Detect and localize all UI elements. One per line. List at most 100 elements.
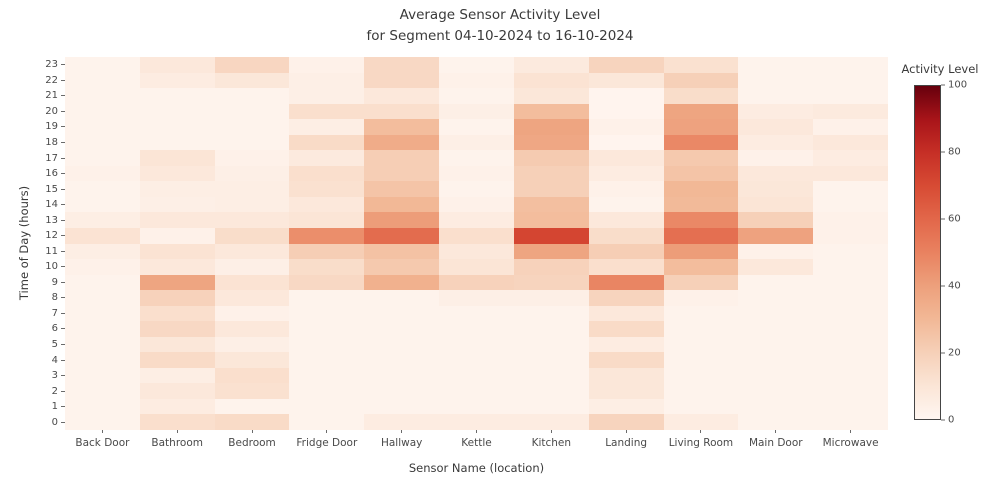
y-tick-mark (61, 344, 65, 346)
heatmap-cell (439, 305, 514, 322)
y-tick-label: 20 (0, 104, 65, 120)
y-tick-text: 18 (45, 136, 58, 148)
x-tick-label: Back Door (65, 430, 140, 449)
y-tick-label: 9 (0, 275, 65, 291)
heatmap-cell (813, 134, 888, 151)
colorbar-tick-mark (941, 352, 945, 354)
heatmap-cell (139, 414, 215, 430)
heatmap-cell (513, 352, 589, 368)
heatmap-cell (588, 57, 664, 73)
heatmap-cell (139, 165, 215, 182)
heatmap-cell (813, 290, 888, 306)
heatmap-cell (65, 290, 140, 306)
heatmap-cell (439, 290, 514, 306)
heatmap-cell (214, 321, 290, 337)
colorbar-tick: 0 (941, 415, 954, 426)
heatmap-cell (65, 414, 140, 430)
chart-title-line1: Average Sensor Activity Level (399, 7, 601, 23)
x-tick-text: Back Door (75, 437, 130, 449)
heatmap-cell (588, 196, 664, 213)
x-tick-text: Fridge Door (296, 437, 358, 449)
heatmap-cell (813, 103, 888, 120)
heatmap-cell (738, 88, 814, 104)
y-tick-mark (61, 173, 65, 175)
heatmap-cell (588, 352, 664, 368)
heatmap-cell (439, 321, 514, 337)
x-tick-mark (625, 430, 627, 433)
y-tick-mark (61, 250, 65, 252)
y-tick-text: 21 (45, 90, 58, 102)
x-tick-label: Bathroom (140, 430, 215, 449)
heatmap-cell (289, 336, 365, 353)
heatmap-cell (139, 72, 215, 89)
y-tick-label: 22 (0, 73, 65, 89)
x-tick-text: Bathroom (151, 437, 203, 449)
y-tick-mark (61, 390, 65, 392)
heatmap-cell (65, 259, 140, 275)
x-tick-label: Hallway (364, 430, 439, 449)
y-tick-text: 0 (51, 416, 58, 428)
x-tick-mark (550, 430, 552, 433)
heatmap-cell (139, 336, 215, 353)
heatmap-cell (663, 72, 739, 89)
heatmap-cell (214, 181, 290, 197)
heatmap-cell (738, 398, 814, 415)
heatmap-cell (289, 119, 365, 135)
y-tick-text: 3 (51, 370, 58, 382)
heatmap-cell (214, 414, 290, 430)
heatmap-cell (364, 243, 440, 260)
x-tick-label: Main Door (738, 430, 813, 449)
heatmap-cell (139, 243, 215, 260)
heatmap-cell (738, 181, 814, 197)
heatmap-cell (139, 383, 215, 399)
heatmap-cell (139, 150, 215, 166)
heatmap-cell (588, 336, 664, 353)
heatmap-cell (289, 367, 365, 384)
heatmap-cell (439, 72, 514, 89)
heatmap-cell (588, 398, 664, 415)
heatmap-cell (289, 305, 365, 322)
heatmap-cell (513, 321, 589, 337)
y-tick-mark (61, 312, 65, 314)
heatmap-cell (588, 367, 664, 384)
heatmap-cell (65, 305, 140, 322)
heatmap-cell (813, 336, 888, 353)
y-tick-label: 17 (0, 150, 65, 166)
y-tick-mark (61, 95, 65, 97)
heatmap-cell (439, 259, 514, 275)
heatmap-cell (364, 227, 440, 244)
y-tick-text: 6 (51, 323, 58, 335)
y-tick-text: 7 (51, 307, 58, 319)
heatmap-cell (364, 72, 440, 89)
heatmap-cell (513, 196, 589, 213)
heatmap-cell (139, 119, 215, 135)
heatmap-cell (439, 134, 514, 151)
heatmap-cell (439, 243, 514, 260)
x-tick-text: Microwave (822, 437, 879, 449)
heatmap-cell (439, 103, 514, 120)
heatmap-cell (813, 352, 888, 368)
y-tick-label: 10 (0, 259, 65, 275)
heatmap-cell (364, 321, 440, 337)
heatmap-cell (439, 165, 514, 182)
heatmap-cell (588, 212, 664, 228)
heatmap-cell (663, 290, 739, 306)
heatmap-cell (663, 274, 739, 291)
heatmap-cell (738, 103, 814, 120)
y-tick-label: 8 (0, 290, 65, 306)
heatmap-cell (439, 119, 514, 135)
heatmap-cell (139, 57, 215, 73)
heatmap-cell (513, 383, 589, 399)
heatmap-cell (588, 165, 664, 182)
heatmap-cell (364, 259, 440, 275)
heatmap-cell (364, 196, 440, 213)
heatmap-cell (813, 321, 888, 337)
colorbar-tick-text: 60 (948, 213, 961, 225)
y-tick-mark (61, 281, 65, 283)
heatmap-cell (513, 227, 589, 244)
x-tick-text: Living Room (668, 437, 734, 449)
x-tick-mark (176, 430, 178, 433)
heatmap-cell (439, 227, 514, 244)
heatmap-cell (364, 88, 440, 104)
heatmap-cell (364, 352, 440, 368)
